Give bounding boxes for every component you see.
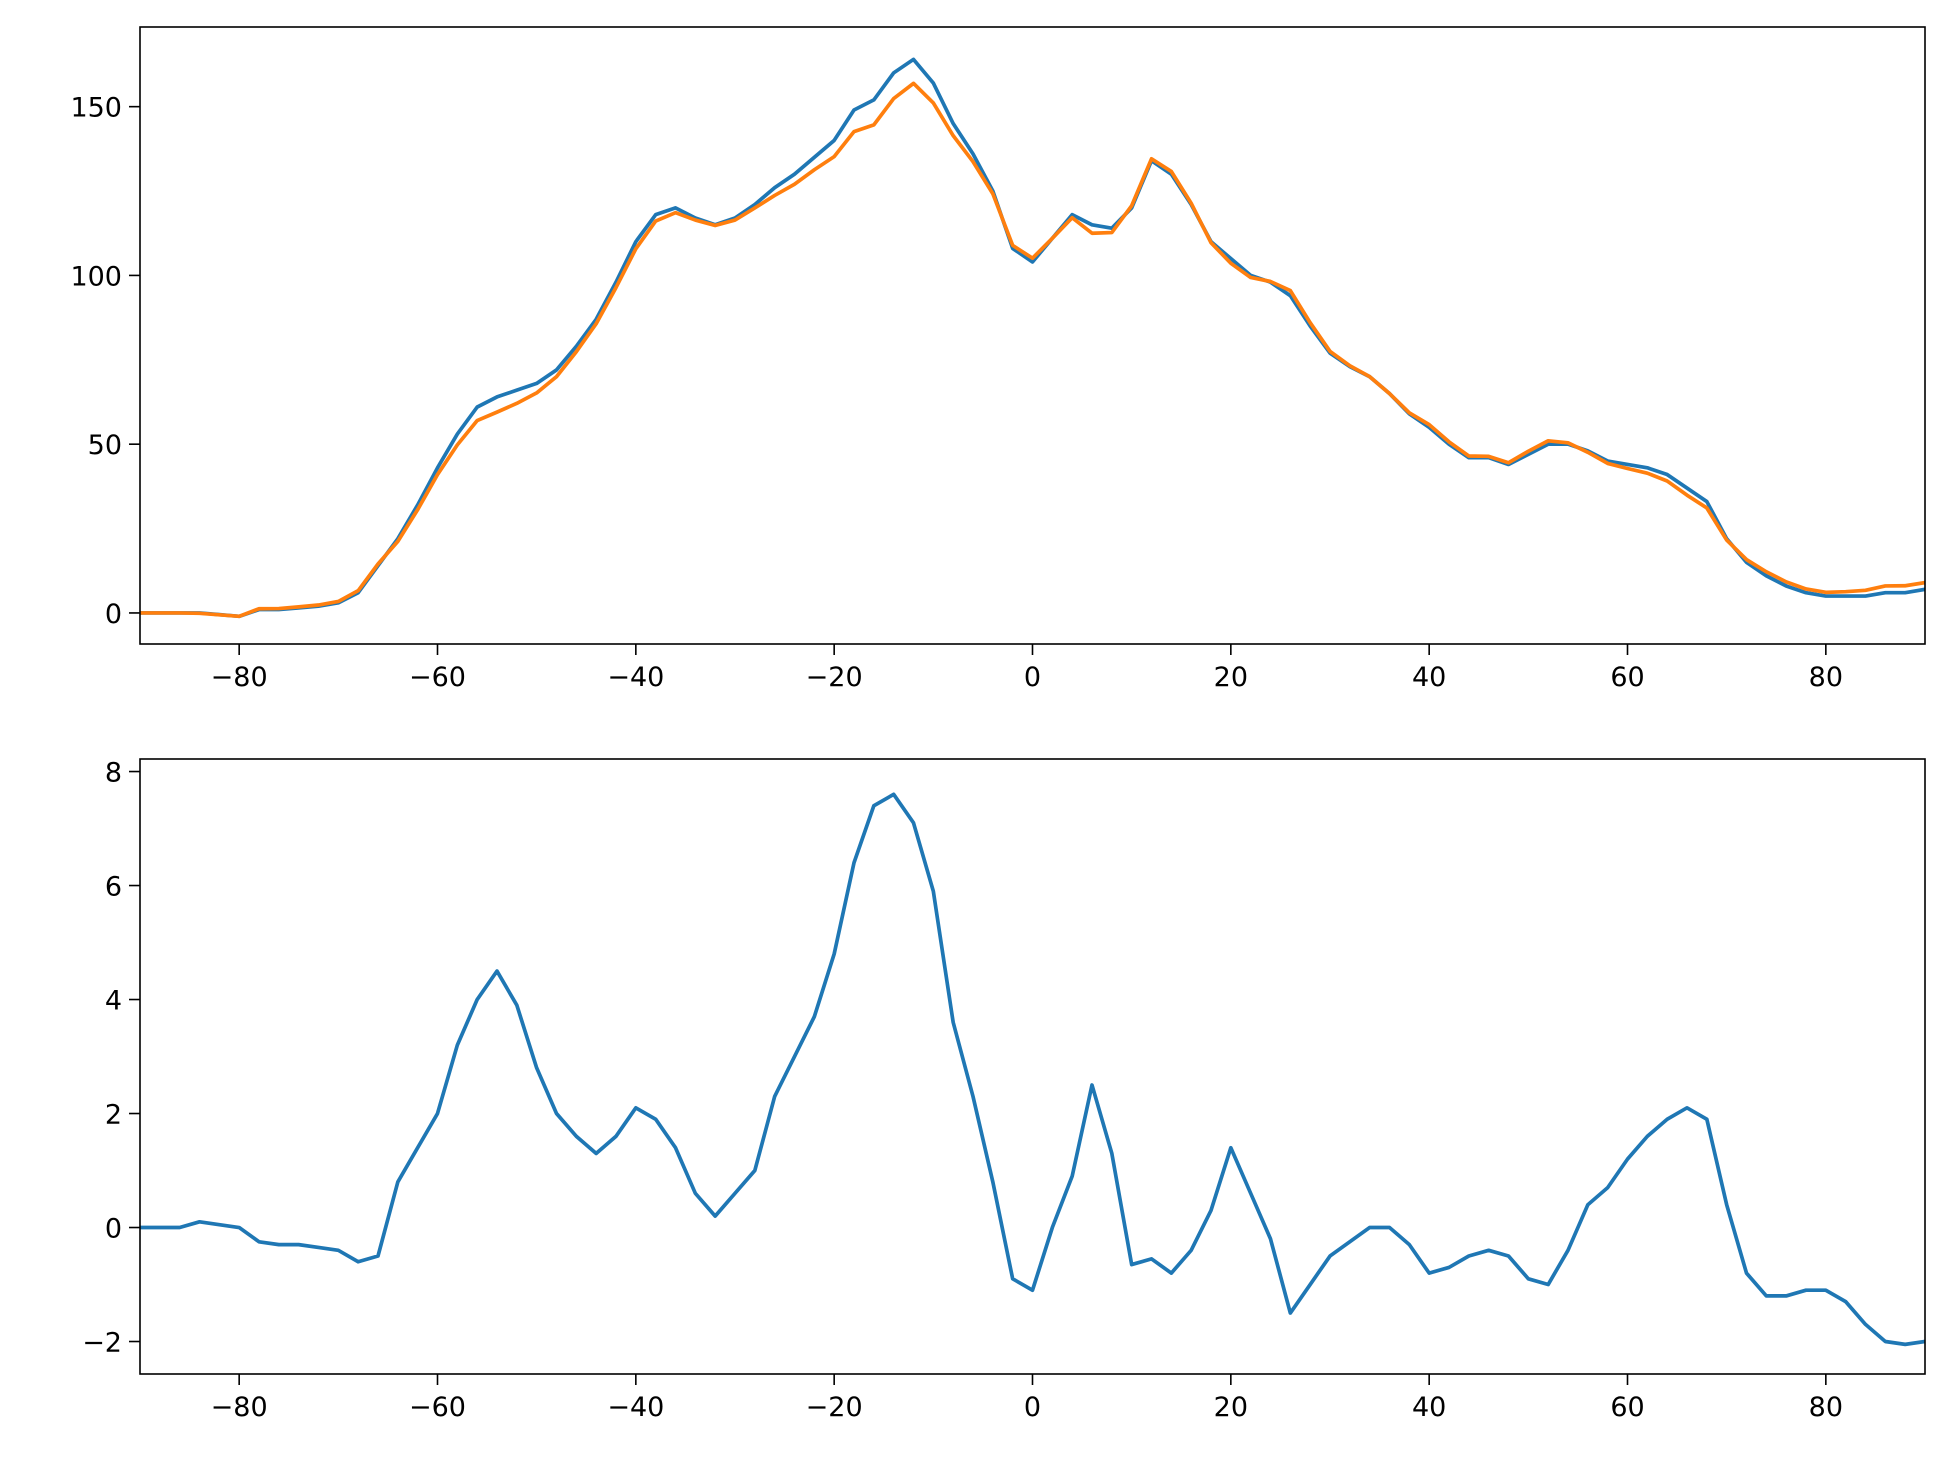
y-tick-label: 0 bbox=[105, 1214, 122, 1245]
x-tick-label: 0 bbox=[1024, 662, 1041, 693]
x-tick-label: 60 bbox=[1610, 1392, 1644, 1423]
y-tick-label: 150 bbox=[70, 93, 122, 124]
x-tick-label: 80 bbox=[1809, 1392, 1843, 1423]
x-tick-label: 0 bbox=[1024, 1392, 1041, 1423]
x-tick-label: 60 bbox=[1610, 662, 1644, 693]
y-tick-label: −2 bbox=[82, 1328, 122, 1359]
axes-frame bbox=[139, 758, 1926, 1375]
x-tick-label: −40 bbox=[607, 662, 664, 693]
x-tick-label: 40 bbox=[1412, 662, 1446, 693]
y-tick-label: 8 bbox=[105, 758, 122, 789]
x-tick-label: 80 bbox=[1809, 662, 1843, 693]
x-tick-label: 20 bbox=[1214, 662, 1248, 693]
x-tick-label: −80 bbox=[211, 1392, 268, 1423]
y-tick-label: 2 bbox=[105, 1100, 122, 1131]
x-tick-label: −80 bbox=[211, 662, 268, 693]
x-tick-label: −60 bbox=[409, 1392, 466, 1423]
line bbox=[140, 57, 1925, 619]
x-tick-label: 40 bbox=[1412, 1392, 1446, 1423]
x-tick-label: 20 bbox=[1214, 1392, 1248, 1423]
y-tick-label: 0 bbox=[105, 599, 122, 630]
y-tick-label: 100 bbox=[70, 261, 122, 292]
y-tick-label: 4 bbox=[105, 986, 122, 1017]
x-tick-label: −60 bbox=[409, 662, 466, 693]
x-tick-label: −20 bbox=[806, 662, 863, 693]
x-tick-label: −40 bbox=[607, 1392, 664, 1423]
axes-frame bbox=[139, 26, 1926, 645]
x-tick-label: −20 bbox=[806, 1392, 863, 1423]
line bbox=[140, 792, 1925, 1347]
y-tick-label: 6 bbox=[105, 872, 122, 903]
y-tick-label: 50 bbox=[88, 430, 122, 461]
line bbox=[140, 81, 1925, 619]
